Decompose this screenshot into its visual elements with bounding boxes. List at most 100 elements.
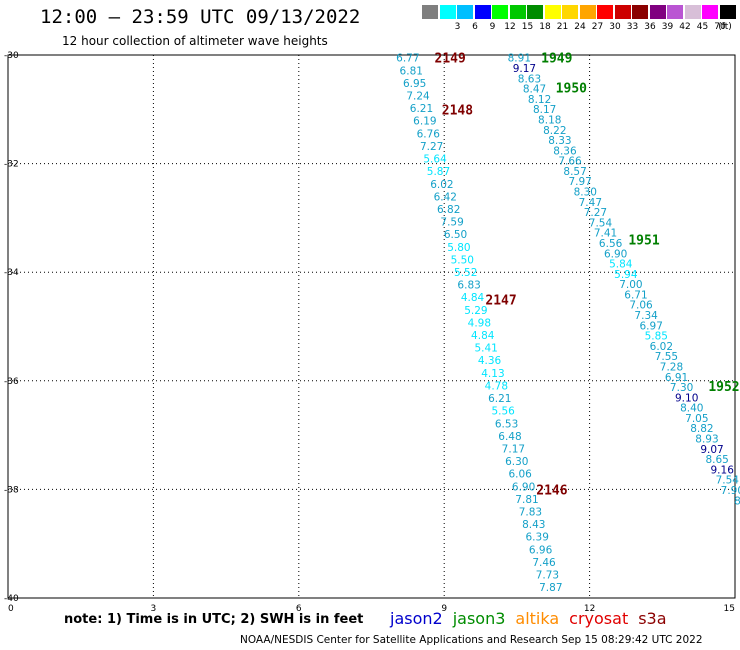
satellite-legend: jason2 jason3 altika cryosat s3a [390,609,677,628]
wave-height-value: 7.54 [716,475,740,487]
color-swatch [422,5,438,19]
wave-height-value: 6.83 [457,280,480,292]
wave-height-value: 7.27 [420,141,443,153]
color-swatch [457,5,473,19]
legend-item-s3a: s3a [638,609,667,628]
color-scale-tick-label: 6 [472,22,478,32]
wave-height-value: 6.50 [444,229,467,241]
color-scale-tick-label: 3 [454,22,461,32]
wave-height-value: 8.36 [553,145,577,157]
color-swatch [702,5,718,19]
wave-height-value: 7.73 [536,570,559,582]
wave-height-value: 6.91 [665,372,688,384]
wave-height-value: 6.56 [599,238,623,250]
wave-height-value: 8.22 [543,125,566,137]
longitude-tick-label: 0 [8,604,14,614]
wave-height-value: 4.78 [485,380,508,392]
wave-height-value: 8.82 [690,423,713,435]
color-scale-unit: (ft) [718,22,732,32]
wave-height-value: 6.42 [434,191,457,203]
wave-height-value: 7.83 [519,507,542,519]
footer-note: note: 1) Time is in UTC; 2) SWH is in fe… [64,612,364,627]
color-swatch [649,5,666,19]
longitude-tick-label: 15 [724,604,735,614]
wave-height-value: 5.56 [491,406,515,418]
latitude-tick-label: -34 [4,268,19,278]
wave-height-value: 7.06 [629,300,653,312]
wave-height-value: 7.46 [532,557,556,569]
wave-height-value: 6.21 [488,393,511,405]
latitude-tick-label: -32 [4,160,19,170]
map-frame [7,54,736,599]
latitude-tick-label: -38 [4,485,19,495]
wave-height-value: 6.30 [505,456,528,468]
wave-height-value: 6.21 [410,103,433,115]
wave-height-value: 6.82 [437,204,460,216]
longitude-tick-label: 9 [441,604,447,614]
wave-height-value: 5.50 [451,254,474,266]
wave-height-value: 8.47 [523,84,546,96]
wave-height-value: 5.64 [423,154,447,166]
legend-item-jason2: jason2 [390,609,443,628]
page-subtitle: 12 hour collection of altimeter wave hei… [62,34,328,48]
graticule-grid [8,55,735,598]
wave-height-value: 6.77 [396,53,419,65]
credit-line: NOAA/NESDIS Center for Satellite Applica… [240,634,703,646]
wave-height-value: 7.00 [619,279,642,291]
wave-height-value: 6.76 [417,128,441,140]
color-scale-tick-label: 36 [644,22,656,32]
wave-height-value: 6.71 [624,289,647,301]
color-swatch [579,5,596,19]
color-swatch [509,5,526,19]
wave-height-value: 7.05 [685,413,708,425]
color-swatch [667,5,683,19]
wave-height-value: 7.81 [515,494,538,506]
pass-number-label: 2147 [485,293,516,308]
wave-height-value: 9.07 [700,444,723,456]
legend-item-altika: altika [515,609,560,628]
color-swatch [719,5,736,19]
color-scale-tick-label: 45 [696,22,709,32]
wave-height-value: 6.02 [430,179,453,191]
wave-height-value: 8.65 [705,454,728,466]
wave-height-value: 5.41 [474,343,497,355]
wave-height-value: 7.41 [594,228,617,240]
wave-height-value: 5.29 [464,305,487,317]
wave-height-value: 8.18 [538,114,561,126]
latitude-tick-label: -36 [4,377,19,387]
color-swatch [632,5,648,19]
color-scale-tick-label: 15 [521,22,534,32]
longitude-tick-label: 3 [151,604,157,614]
wave-height-value: 9.17 [513,63,536,75]
color-swatch [597,5,613,19]
pass-labels: 2149 1949 1950 2148 1951 2147 1952 2146 [435,52,740,499]
wave-height-value: 6.90 [604,248,627,260]
wave-height-value: 8 [734,495,740,507]
pass-number-label: 2146 [536,483,567,498]
wave-height-value: 7.66 [558,156,582,168]
wave-height-value: 8.12 [528,94,551,106]
wave-height-value: 7.47 [579,197,602,209]
wave-height-value: 6.19 [413,116,436,128]
wave-height-value: 6.96 [529,544,553,556]
wave-height-value: 6.48 [498,431,521,443]
color-swatch [562,5,578,19]
color-swatch [439,5,456,19]
wave-height-value: 7.24 [406,91,430,103]
wave-height-value: 7.30 [670,382,693,394]
wave-height-value: 7.97 [568,176,591,188]
wave-height-value: 4.13 [481,368,504,380]
wave-height-value: 6.02 [650,341,673,353]
axis-ticks: 0 3 6 9 12 15 -30 -32 -34 -36 -38 -40 [4,51,735,614]
color-scale-tick-label: 33 [626,22,639,32]
wave-height-value: 6.39 [526,532,549,544]
color-scale-tick-label: 24 [574,22,586,32]
color-swatch [527,5,543,19]
legend-item-cryosat: cryosat [569,609,629,628]
longitude-tick-label: 6 [296,604,302,614]
wave-height-value: 4.84 [471,330,495,342]
wave-height-value: 7.55 [655,351,678,363]
pass-number-label: 1949 [541,52,572,67]
wave-height-value: 7.17 [502,443,525,455]
